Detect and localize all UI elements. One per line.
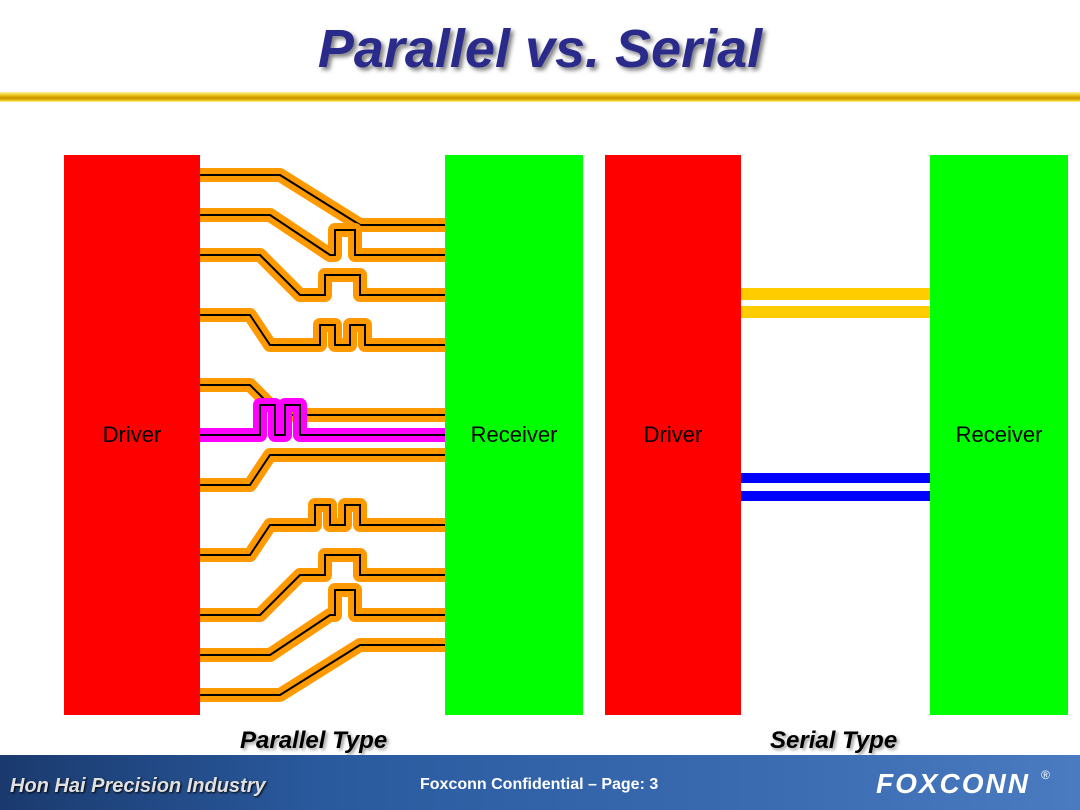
footer-reg-mark: ® [1041,768,1050,782]
serial-driver-block: Driver [605,155,741,715]
parallel-receiver-block: Receiver [445,155,583,715]
footer-company: Hon Hai Precision Industry [10,775,266,798]
footer-logo: FOXCONN [876,768,1030,800]
parallel-label: Parallel Type [240,727,387,755]
serial-line [741,473,930,483]
page-title: Parallel vs. Serial [0,0,1080,80]
serial-line [741,306,930,318]
parallel-driver-block: Driver [64,155,200,715]
serial-line [741,491,930,501]
serial-receiver-block: Receiver [930,155,1068,715]
title-divider [0,92,1080,102]
footer-bar: Hon Hai Precision Industry Foxconn Confi… [0,755,1080,810]
diagram-container: DriverReceiverDriverReceiver Parallel Ty… [0,155,1080,715]
serial-line [741,288,930,300]
footer-page-info: Foxconn Confidential – Page: 3 [420,776,658,794]
serial-label: Serial Type [770,727,897,755]
